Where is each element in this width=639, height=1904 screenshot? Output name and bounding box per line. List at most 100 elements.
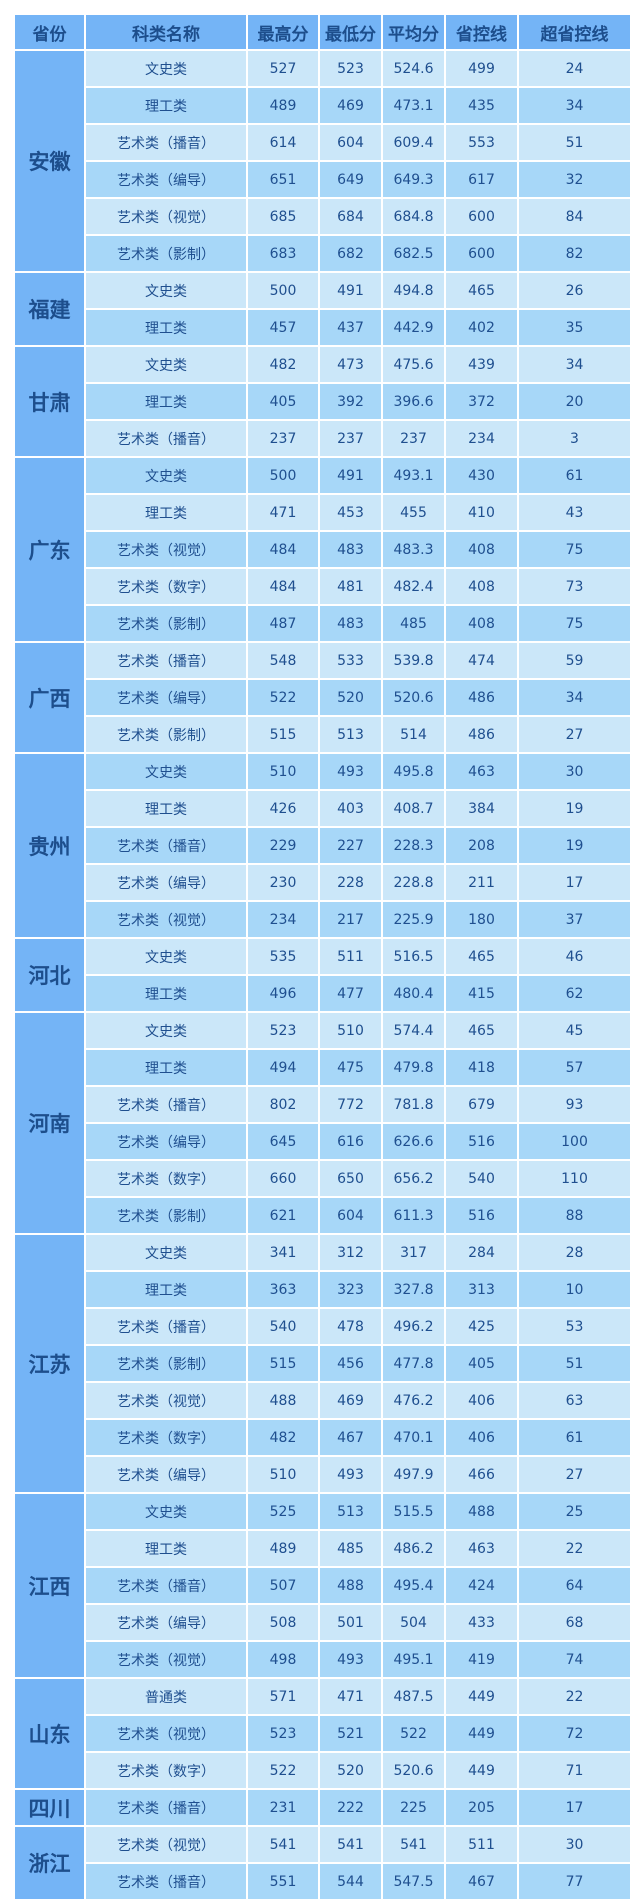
max-score-cell: 237 bbox=[246, 419, 320, 458]
max-score-cell: 405 bbox=[246, 382, 320, 421]
category-cell: 艺术类（视觉） bbox=[84, 1640, 248, 1679]
min-score-cell: 544 bbox=[318, 1862, 383, 1901]
table-row: 艺术类（数字） 482 467 470.1 406 61 bbox=[14, 1418, 632, 1457]
above-control-cell: 28 bbox=[517, 1233, 632, 1272]
max-score-cell: 500 bbox=[246, 271, 320, 310]
max-score-cell: 548 bbox=[246, 641, 320, 680]
category-cell: 艺术类（影制） bbox=[84, 1196, 248, 1235]
table-row: 理工类 471 453 455 410 43 bbox=[14, 493, 632, 532]
avg-score-cell: 237 bbox=[381, 419, 446, 458]
avg-score-cell: 522 bbox=[381, 1714, 446, 1753]
avg-score-cell: 483.3 bbox=[381, 530, 446, 569]
avg-score-cell: 504 bbox=[381, 1603, 446, 1642]
control-line-cell: 465 bbox=[444, 271, 519, 310]
avg-score-cell: 626.6 bbox=[381, 1122, 446, 1161]
table-row: 艺术类（播音） 229 227 228.3 208 19 bbox=[14, 826, 632, 865]
above-control-cell: 100 bbox=[517, 1122, 632, 1161]
control-line-cell: 463 bbox=[444, 1529, 519, 1568]
category-cell: 艺术类（编导） bbox=[84, 1603, 248, 1642]
category-cell: 艺术类（播音） bbox=[84, 641, 248, 680]
above-control-cell: 19 bbox=[517, 826, 632, 865]
max-score-cell: 685 bbox=[246, 197, 320, 236]
category-cell: 文史类 bbox=[84, 1233, 248, 1272]
province-cell: 广东 bbox=[13, 456, 86, 643]
table-row: 四川 艺术类（播音） 231 222 225 205 17 bbox=[13, 1788, 632, 1827]
control-line-cell: 433 bbox=[444, 1603, 519, 1642]
max-score-cell: 522 bbox=[246, 1751, 320, 1790]
max-score-cell: 229 bbox=[246, 826, 320, 865]
control-line-cell: 435 bbox=[444, 86, 519, 125]
control-line-cell: 410 bbox=[444, 493, 519, 532]
min-score-cell: 477 bbox=[318, 974, 383, 1013]
avg-score-cell: 496.2 bbox=[381, 1307, 446, 1346]
above-control-cell: 17 bbox=[517, 1788, 632, 1827]
control-line-cell: 449 bbox=[444, 1714, 519, 1753]
category-cell: 艺术类（播音） bbox=[84, 1566, 248, 1605]
min-score-cell: 437 bbox=[318, 308, 383, 347]
avg-score-cell: 475.6 bbox=[381, 345, 446, 384]
max-score-cell: 541 bbox=[246, 1825, 320, 1864]
min-score-cell: 483 bbox=[318, 604, 383, 643]
table-row: 艺术类（视觉） 234 217 225.9 180 37 bbox=[14, 900, 632, 939]
control-line-cell: 384 bbox=[444, 789, 519, 828]
category-cell: 艺术类（数字） bbox=[84, 1159, 248, 1198]
category-cell: 艺术类（影制） bbox=[84, 234, 248, 273]
table-row: 贵州 文史类 510 493 495.8 463 30 bbox=[13, 752, 632, 939]
max-score-cell: 471 bbox=[246, 493, 320, 532]
control-line-cell: 408 bbox=[444, 567, 519, 606]
min-score-cell: 511 bbox=[318, 937, 383, 976]
category-cell: 艺术类（影制） bbox=[84, 715, 248, 754]
max-score-cell: 484 bbox=[246, 567, 320, 606]
min-score-cell: 469 bbox=[318, 1381, 383, 1420]
min-score-cell: 520 bbox=[318, 1751, 383, 1790]
control-line-cell: 553 bbox=[444, 123, 519, 162]
min-score-cell: 523 bbox=[318, 49, 383, 88]
table-row: 江西 文史类 525 513 515.5 488 25 bbox=[13, 1492, 632, 1679]
avg-score-cell: 487.5 bbox=[381, 1677, 446, 1716]
above-control-cell: 24 bbox=[517, 49, 632, 88]
control-line-cell: 406 bbox=[444, 1418, 519, 1457]
control-line-cell: 372 bbox=[444, 382, 519, 421]
avg-score-cell: 476.2 bbox=[381, 1381, 446, 1420]
max-score-cell: 489 bbox=[246, 1529, 320, 1568]
category-cell: 文史类 bbox=[84, 345, 248, 384]
min-score-cell: 493 bbox=[318, 1640, 383, 1679]
control-line-cell: 466 bbox=[444, 1455, 519, 1494]
min-score-cell: 493 bbox=[318, 752, 383, 791]
min-score-cell: 485 bbox=[318, 1529, 383, 1568]
avg-score-cell: 609.4 bbox=[381, 123, 446, 162]
max-score-cell: 231 bbox=[246, 1788, 320, 1827]
min-score-cell: 467 bbox=[318, 1418, 383, 1457]
max-score-cell: 488 bbox=[246, 1381, 320, 1420]
table-row: 广西 艺术类（播音） 548 533 539.8 474 59 bbox=[13, 641, 632, 754]
above-control-cell: 77 bbox=[517, 1862, 632, 1901]
above-control-cell: 82 bbox=[517, 234, 632, 273]
control-line-cell: 415 bbox=[444, 974, 519, 1013]
category-cell: 艺术类（编导） bbox=[84, 1455, 248, 1494]
min-score-cell: 483 bbox=[318, 530, 383, 569]
table-row: 理工类 426 403 408.7 384 19 bbox=[14, 789, 632, 828]
category-cell: 理工类 bbox=[84, 789, 248, 828]
min-score-cell: 616 bbox=[318, 1122, 383, 1161]
header-province: 省份 bbox=[13, 13, 86, 51]
category-cell: 艺术类（播音） bbox=[84, 1788, 248, 1827]
control-line-cell: 499 bbox=[444, 49, 519, 88]
above-control-cell: 30 bbox=[517, 752, 632, 791]
max-score-cell: 510 bbox=[246, 1455, 320, 1494]
above-control-cell: 45 bbox=[517, 1011, 632, 1050]
table-row: 河南 文史类 523 510 574.4 465 45 bbox=[13, 1011, 632, 1235]
category-cell: 艺术类（数字） bbox=[84, 1418, 248, 1457]
avg-score-cell: 470.1 bbox=[381, 1418, 446, 1457]
min-score-cell: 520 bbox=[318, 678, 383, 717]
avg-score-cell: 495.1 bbox=[381, 1640, 446, 1679]
max-score-cell: 487 bbox=[246, 604, 320, 643]
control-line-cell: 402 bbox=[444, 308, 519, 347]
table-row: 浙江 艺术类（视觉） 541 541 541 511 30 bbox=[13, 1825, 632, 1901]
category-cell: 艺术类（数字） bbox=[84, 567, 248, 606]
max-score-cell: 540 bbox=[246, 1307, 320, 1346]
min-score-cell: 222 bbox=[318, 1788, 383, 1827]
above-control-cell: 84 bbox=[517, 197, 632, 236]
control-line-cell: 465 bbox=[444, 937, 519, 976]
category-cell: 艺术类（编导） bbox=[84, 678, 248, 717]
min-score-cell: 684 bbox=[318, 197, 383, 236]
